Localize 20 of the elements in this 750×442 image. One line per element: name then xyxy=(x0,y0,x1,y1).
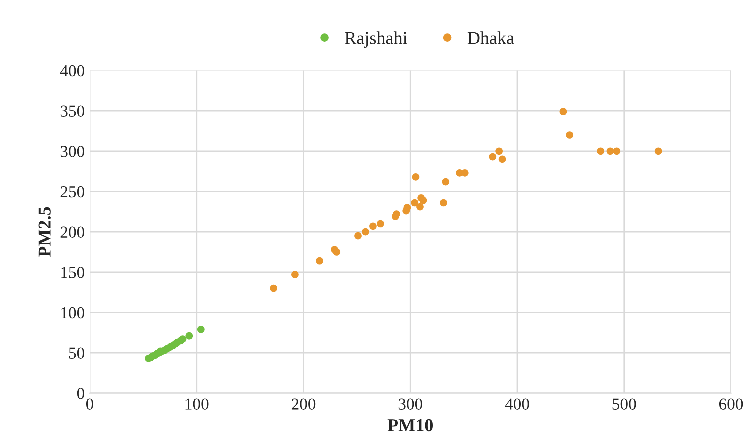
y-tick-label: 100 xyxy=(62,307,85,319)
y-tick-label: 250 xyxy=(60,186,85,198)
x-tick-label: 400 xyxy=(505,398,530,410)
legend-label: Rajshahi xyxy=(345,32,408,48)
y-tick-label: 200 xyxy=(60,226,85,238)
legend-label: Dhaka xyxy=(468,32,514,44)
y-tick-label: 50 xyxy=(69,348,85,359)
y-tick-label: 150 xyxy=(62,267,85,278)
x-tick-label: 200 xyxy=(292,398,316,410)
y-axis-title: PM2.5 xyxy=(38,207,51,258)
y-tick-label: 350 xyxy=(60,106,85,117)
x-tick-label: 100 xyxy=(186,398,209,410)
x-tick-label: 300 xyxy=(398,398,422,410)
x-tick-label: 500 xyxy=(612,398,636,410)
y-tick-label: 400 xyxy=(60,65,85,77)
x-axis-title: PM10 xyxy=(388,419,433,432)
y-tick-label: 300 xyxy=(60,146,85,158)
y-tick-label: 0 xyxy=(77,388,85,400)
x-tick-label: 0 xyxy=(86,398,94,410)
x-tick-label: 600 xyxy=(719,398,744,410)
